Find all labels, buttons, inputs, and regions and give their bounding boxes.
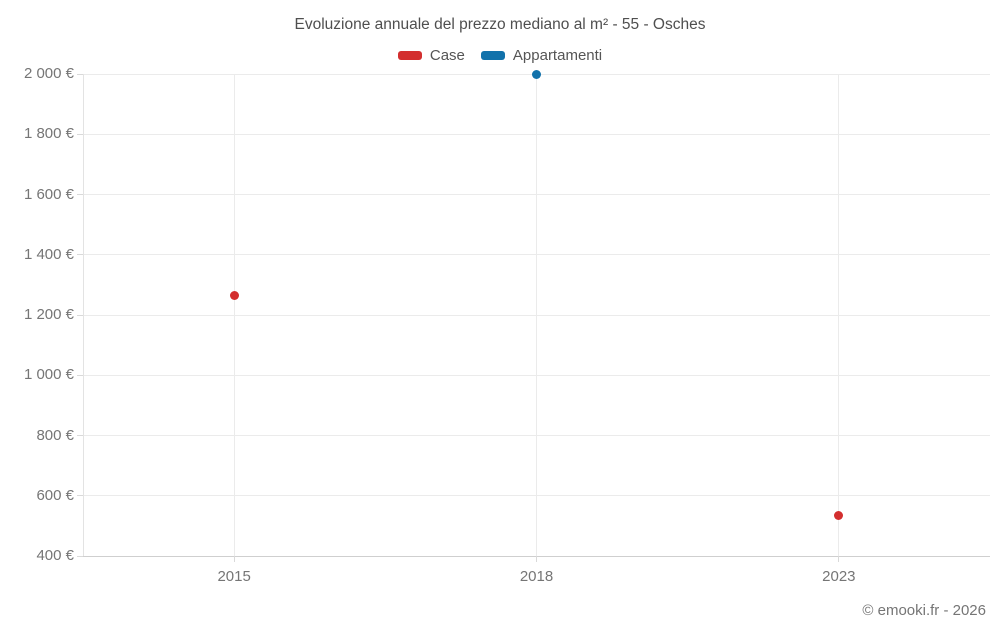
x-tick-label: 2015 (217, 568, 251, 585)
legend-label-appartamenti: Appartamenti (512, 47, 603, 64)
y-tick-label: 600 € (36, 486, 74, 504)
legend-label-case: Case (429, 47, 465, 64)
y-tick-label: 2 000 € (23, 65, 74, 82)
y-axis-line (83, 74, 84, 556)
data-point-appartamenti-2018[interactable] (532, 69, 541, 79)
chart-title: Evoluzione annuale del prezzo mediano al… (294, 16, 706, 33)
x-axis-tick (233, 556, 235, 562)
v-gridline (233, 74, 235, 556)
appartamenti-color-swatch-icon (480, 51, 505, 60)
x-axis-tick (838, 556, 840, 562)
y-axis-tick (77, 73, 83, 75)
y-axis-tick (77, 374, 83, 376)
x-tick-label: 2018 (519, 568, 554, 585)
y-axis-tick (77, 314, 83, 316)
copyright-footer: © emooki.fr - 2026 (862, 602, 986, 619)
legend-item-appartamenti[interactable]: Appartamenti (480, 47, 603, 64)
y-tick-label: 1 800 € (23, 125, 74, 143)
y-axis-tick (77, 435, 83, 436)
v-gridline (536, 74, 537, 556)
data-point-case-2015[interactable] (229, 290, 239, 300)
y-tick-label: 1 600 € (23, 185, 74, 203)
y-tick-label: 800 € (36, 426, 74, 444)
y-tick-label: 1 200 € (23, 306, 74, 323)
legend-item-case[interactable]: Case (397, 47, 465, 64)
y-tick-label: 1 000 € (23, 366, 74, 384)
y-axis-tick (77, 194, 83, 195)
data-point-case-2023[interactable] (834, 510, 844, 520)
x-axis-tick (536, 556, 537, 562)
y-axis-tick (77, 555, 83, 557)
y-tick-label: 400 € (36, 547, 74, 564)
chart-legend: Case Appartamenti (0, 47, 1000, 64)
y-tick-label: 1 400 € (23, 245, 74, 263)
y-axis-tick (77, 254, 83, 256)
v-gridline (838, 74, 840, 556)
case-color-swatch-icon (397, 51, 422, 60)
y-axis-tick (77, 495, 83, 497)
x-tick-label: 2023 (822, 568, 856, 585)
y-axis-tick (77, 133, 83, 135)
